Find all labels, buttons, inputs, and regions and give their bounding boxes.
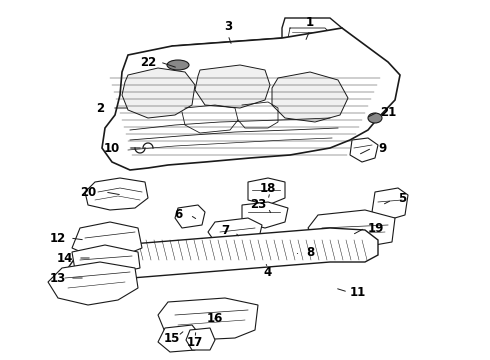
Polygon shape: [175, 205, 205, 228]
Polygon shape: [48, 262, 138, 305]
Polygon shape: [85, 178, 148, 210]
Polygon shape: [248, 178, 285, 205]
Polygon shape: [372, 188, 408, 220]
Polygon shape: [308, 210, 395, 248]
Text: 1: 1: [306, 15, 314, 28]
Polygon shape: [242, 202, 288, 228]
Text: 16: 16: [207, 311, 223, 324]
Text: 12: 12: [50, 231, 66, 244]
Polygon shape: [195, 65, 270, 108]
Polygon shape: [158, 325, 200, 352]
Polygon shape: [350, 138, 378, 162]
Polygon shape: [208, 218, 262, 248]
Polygon shape: [72, 245, 140, 275]
Text: 11: 11: [350, 285, 366, 298]
Polygon shape: [158, 298, 258, 340]
Text: 17: 17: [187, 336, 203, 348]
Polygon shape: [290, 238, 322, 264]
Text: 20: 20: [80, 185, 96, 198]
Text: 22: 22: [140, 55, 156, 68]
Text: 4: 4: [264, 266, 272, 279]
Text: 5: 5: [398, 192, 406, 204]
Text: 23: 23: [250, 198, 266, 211]
Text: 10: 10: [104, 141, 120, 154]
Ellipse shape: [167, 60, 189, 70]
Text: 3: 3: [224, 21, 232, 33]
Text: 13: 13: [50, 271, 66, 284]
Text: 19: 19: [368, 221, 384, 234]
Text: 9: 9: [378, 141, 386, 154]
Text: 2: 2: [96, 102, 104, 114]
Text: 18: 18: [260, 181, 276, 194]
Polygon shape: [68, 228, 378, 282]
Polygon shape: [172, 38, 282, 53]
Text: 14: 14: [57, 252, 73, 265]
Polygon shape: [272, 72, 348, 122]
Polygon shape: [186, 328, 215, 350]
Text: 6: 6: [174, 208, 182, 221]
Ellipse shape: [368, 113, 382, 123]
Polygon shape: [102, 28, 400, 170]
Polygon shape: [282, 18, 342, 68]
Polygon shape: [122, 68, 195, 118]
Text: 7: 7: [221, 224, 229, 237]
Text: 8: 8: [306, 246, 314, 258]
Polygon shape: [72, 222, 142, 258]
Text: 15: 15: [164, 332, 180, 345]
Text: 21: 21: [380, 105, 396, 118]
